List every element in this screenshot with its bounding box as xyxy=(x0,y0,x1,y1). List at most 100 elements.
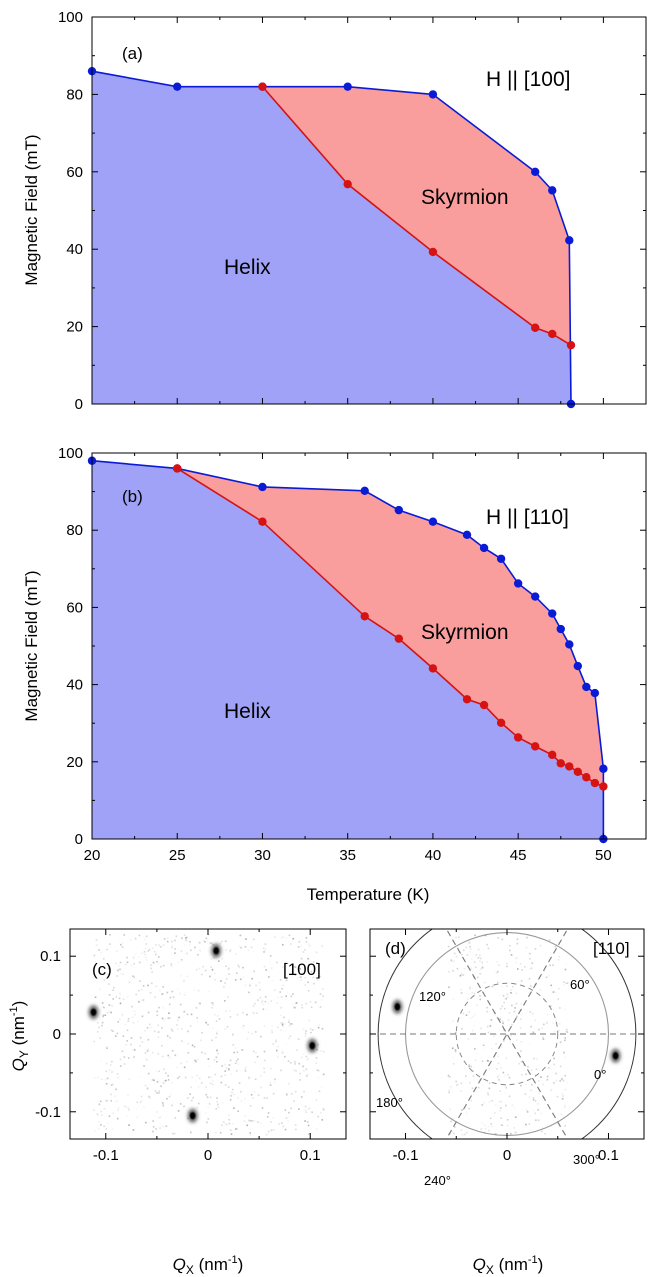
background-speckle xyxy=(161,1027,163,1029)
background-speckle xyxy=(99,1017,102,1020)
background-speckle xyxy=(292,993,294,995)
background-speckle xyxy=(318,1024,321,1026)
background-speckle xyxy=(233,1051,235,1054)
background-speckle xyxy=(224,940,227,943)
background-speckle xyxy=(106,1012,109,1014)
background-speckle xyxy=(506,1124,509,1127)
background-speckle xyxy=(298,1062,300,1065)
background-speckle xyxy=(274,936,276,938)
background-speckle xyxy=(272,1043,275,1045)
background-speckle xyxy=(521,1074,523,1076)
background-speckle xyxy=(534,1100,537,1102)
background-speckle xyxy=(225,949,227,951)
background-speckle xyxy=(320,1111,322,1114)
angle-guide-line xyxy=(445,929,569,1139)
background-speckle xyxy=(469,988,471,990)
background-speckle xyxy=(487,1031,490,1034)
background-speckle xyxy=(111,1004,113,1007)
background-speckle xyxy=(117,969,119,972)
background-speckle xyxy=(315,1057,318,1059)
background-speckle xyxy=(185,936,188,939)
background-speckle xyxy=(305,936,308,939)
background-speckle xyxy=(252,938,255,941)
background-speckle xyxy=(472,1075,475,1077)
background-speckle xyxy=(126,961,129,964)
lower-data-point xyxy=(513,733,523,742)
background-speckle xyxy=(269,961,271,964)
background-speckle xyxy=(276,1002,278,1004)
background-speckle xyxy=(534,1073,537,1076)
background-speckle xyxy=(232,1044,235,1046)
background-speckle xyxy=(564,1088,567,1091)
background-speckle xyxy=(249,984,251,987)
background-speckle xyxy=(497,1062,500,1065)
background-speckle xyxy=(255,1052,257,1054)
background-speckle xyxy=(490,1123,492,1125)
background-speckle xyxy=(224,1084,227,1086)
background-speckle xyxy=(255,1078,257,1080)
background-speckle xyxy=(526,936,528,939)
background-speckle xyxy=(307,1133,310,1135)
background-speckle xyxy=(457,947,459,949)
background-speckle xyxy=(171,1050,174,1052)
lower-data-point xyxy=(582,773,591,782)
background-speckle xyxy=(282,936,284,938)
background-speckle xyxy=(294,1090,297,1093)
background-speckle xyxy=(455,955,458,958)
background-speckle xyxy=(180,1062,183,1065)
background-speckle xyxy=(549,1005,552,1007)
background-speckle xyxy=(193,988,196,991)
background-speckle xyxy=(126,1040,128,1042)
background-speckle xyxy=(469,986,471,989)
background-speckle xyxy=(280,996,283,998)
background-speckle xyxy=(504,1092,507,1094)
background-speckle xyxy=(488,1082,491,1085)
background-speckle xyxy=(158,1006,160,1009)
bragg-peak xyxy=(309,1042,316,1050)
background-speckle xyxy=(506,993,509,996)
background-speckle xyxy=(322,1073,325,1076)
background-speckle xyxy=(123,1063,126,1065)
background-speckle xyxy=(455,1080,457,1083)
background-speckle xyxy=(138,1001,140,1003)
background-speckle xyxy=(134,953,136,956)
background-speckle xyxy=(467,1038,470,1040)
background-speckle xyxy=(476,1052,479,1055)
background-speckle xyxy=(128,1078,130,1081)
x-axis-label: QX (nm-1) xyxy=(473,1254,544,1277)
background-speckle xyxy=(144,953,146,956)
background-speckle xyxy=(550,984,553,987)
background-speckle xyxy=(149,1023,151,1026)
background-speckle xyxy=(236,1051,239,1053)
background-speckle xyxy=(170,1028,173,1031)
background-speckle xyxy=(163,1018,166,1021)
background-speckle xyxy=(162,1104,164,1107)
background-speckle xyxy=(252,1050,255,1053)
background-speckle xyxy=(465,946,468,949)
y-tick-label: 0 xyxy=(75,831,83,848)
background-speckle xyxy=(314,1001,317,1004)
background-speckle xyxy=(228,1067,230,1070)
background-speckle xyxy=(93,954,96,957)
skyrmion-region xyxy=(177,468,604,787)
lower-data-point xyxy=(573,767,583,777)
background-speckle xyxy=(134,1014,136,1016)
background-speckle xyxy=(289,1035,292,1037)
background-speckle xyxy=(302,951,305,953)
background-speckle xyxy=(256,1012,258,1015)
background-speckle xyxy=(120,973,122,975)
background-speckle xyxy=(297,946,300,948)
background-speckle xyxy=(452,1132,455,1135)
background-speckle xyxy=(270,1000,273,1002)
background-speckle xyxy=(170,963,173,965)
background-speckle xyxy=(530,1025,532,1028)
background-speckle xyxy=(187,1051,190,1054)
background-speckle xyxy=(162,1082,165,1084)
background-speckle xyxy=(128,1124,130,1126)
background-speckle xyxy=(320,1050,322,1052)
background-speckle xyxy=(544,1107,547,1109)
upper-data-point xyxy=(556,624,565,634)
background-speckle xyxy=(162,1125,165,1128)
background-speckle xyxy=(165,1079,167,1082)
panel-label: (a) xyxy=(122,44,143,63)
